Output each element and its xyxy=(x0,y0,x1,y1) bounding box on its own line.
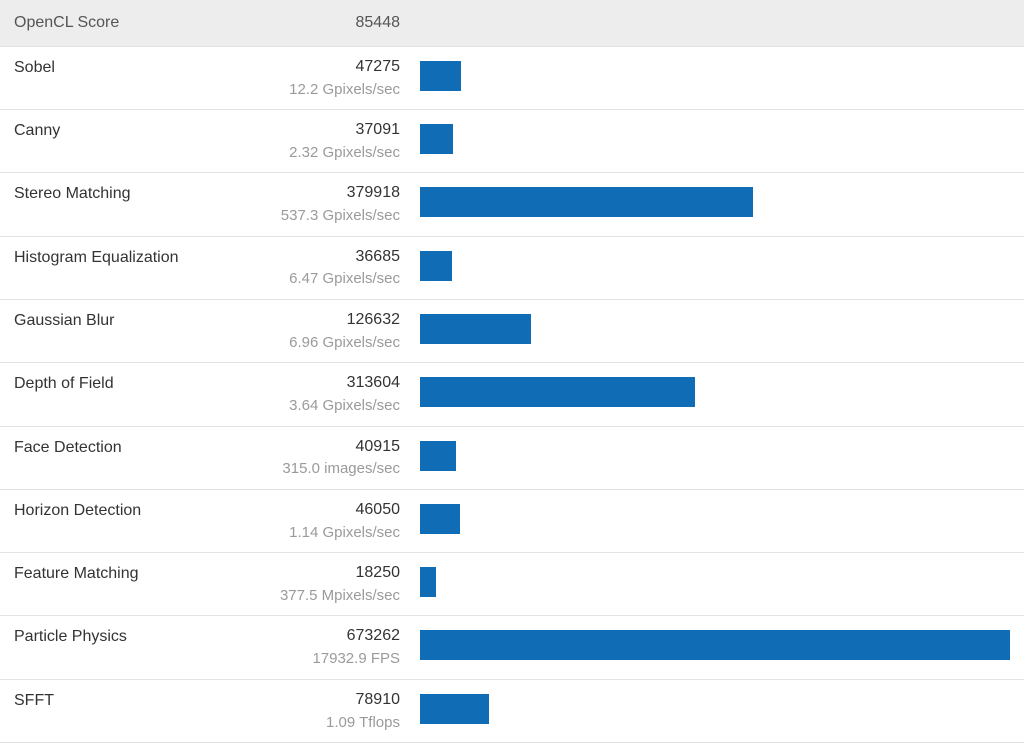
bar-track xyxy=(420,504,1010,534)
row-subscore: 537.3 Gpixels/sec xyxy=(281,206,400,226)
bar-track xyxy=(420,124,1010,154)
row-score: 40915 xyxy=(282,437,400,458)
row-subscore: 3.64 Gpixels/sec xyxy=(289,396,400,416)
bar-track xyxy=(420,251,1010,281)
benchmark-row: Stereo Matching379918537.3 Gpixels/sec xyxy=(0,173,1024,236)
header-bar-spacer xyxy=(406,21,1010,25)
row-name: Feature Matching xyxy=(14,563,280,605)
benchmark-row: Horizon Detection460501.14 Gpixels/sec xyxy=(0,490,1024,553)
row-subscore: 6.47 Gpixels/sec xyxy=(289,269,400,289)
bar-fill xyxy=(420,441,456,471)
row-name: Horizon Detection xyxy=(14,500,289,542)
bar-fill xyxy=(420,314,531,344)
row-subscore: 377.5 Mpixels/sec xyxy=(280,586,400,606)
row-score: 46050 xyxy=(289,500,400,521)
row-score: 47275 xyxy=(289,57,400,78)
row-score: 379918 xyxy=(281,183,400,204)
row-score: 673262 xyxy=(312,626,400,647)
row-subscore: 12.2 Gpixels/sec xyxy=(289,80,400,100)
bar-fill xyxy=(420,251,452,281)
row-name: Face Detection xyxy=(14,437,282,479)
bar-fill xyxy=(420,377,695,407)
row-name: Gaussian Blur xyxy=(14,310,289,352)
benchmark-row: Depth of Field3136043.64 Gpixels/sec xyxy=(0,363,1024,426)
row-name: Sobel xyxy=(14,57,289,99)
row-subscore: 17932.9 FPS xyxy=(312,649,400,669)
row-score: 78910 xyxy=(326,690,400,711)
row-name: Stereo Matching xyxy=(14,183,281,225)
bar-fill xyxy=(420,187,753,217)
benchmark-row: Gaussian Blur1266326.96 Gpixels/sec xyxy=(0,300,1024,363)
row-subscore: 315.0 images/sec xyxy=(282,459,400,479)
header-row: OpenCL Score 85448 xyxy=(0,0,1024,47)
bar-fill xyxy=(420,124,453,154)
bar-track xyxy=(420,377,1010,407)
row-name: Particle Physics xyxy=(14,626,312,668)
bar-track xyxy=(420,314,1010,344)
bar-fill xyxy=(420,694,489,724)
row-score: 36685 xyxy=(289,247,400,268)
row-subscore: 1.09 Tflops xyxy=(326,713,400,733)
header-score: 85448 xyxy=(356,13,407,34)
bar-track xyxy=(420,441,1010,471)
bar-fill xyxy=(420,567,436,597)
row-subscore: 6.96 Gpixels/sec xyxy=(289,333,400,353)
row-name: Depth of Field xyxy=(14,373,289,415)
bar-track xyxy=(420,187,1010,217)
bar-fill xyxy=(420,630,1010,660)
bar-fill xyxy=(420,61,461,91)
benchmark-row: Particle Physics67326217932.9 FPS xyxy=(0,616,1024,679)
bar-track xyxy=(420,630,1010,660)
row-name: Canny xyxy=(14,120,289,162)
benchmark-row: Canny370912.32 Gpixels/sec xyxy=(0,110,1024,173)
row-score: 37091 xyxy=(289,120,400,141)
row-subscore: 2.32 Gpixels/sec xyxy=(289,143,400,163)
bar-track xyxy=(420,567,1010,597)
row-name: Histogram Equalization xyxy=(14,247,289,289)
benchmark-row: Face Detection40915315.0 images/sec xyxy=(0,427,1024,490)
benchmark-row: SFFT789101.09 Tflops xyxy=(0,680,1024,743)
row-score: 18250 xyxy=(280,563,400,584)
row-name: SFFT xyxy=(14,690,326,732)
row-subscore: 1.14 Gpixels/sec xyxy=(289,523,400,543)
bar-fill xyxy=(420,504,460,534)
benchmark-row: Sobel4727512.2 Gpixels/sec xyxy=(0,47,1024,110)
benchmark-row: Histogram Equalization366856.47 Gpixels/… xyxy=(0,237,1024,300)
benchmark-row: Feature Matching18250377.5 Mpixels/sec xyxy=(0,553,1024,616)
bar-track xyxy=(420,694,1010,724)
row-score: 126632 xyxy=(289,310,400,331)
bar-track xyxy=(420,61,1010,91)
header-label: OpenCL Score xyxy=(14,12,356,32)
benchmark-table: OpenCL Score 85448 Sobel4727512.2 Gpixel… xyxy=(0,0,1024,743)
row-score: 313604 xyxy=(289,373,400,394)
